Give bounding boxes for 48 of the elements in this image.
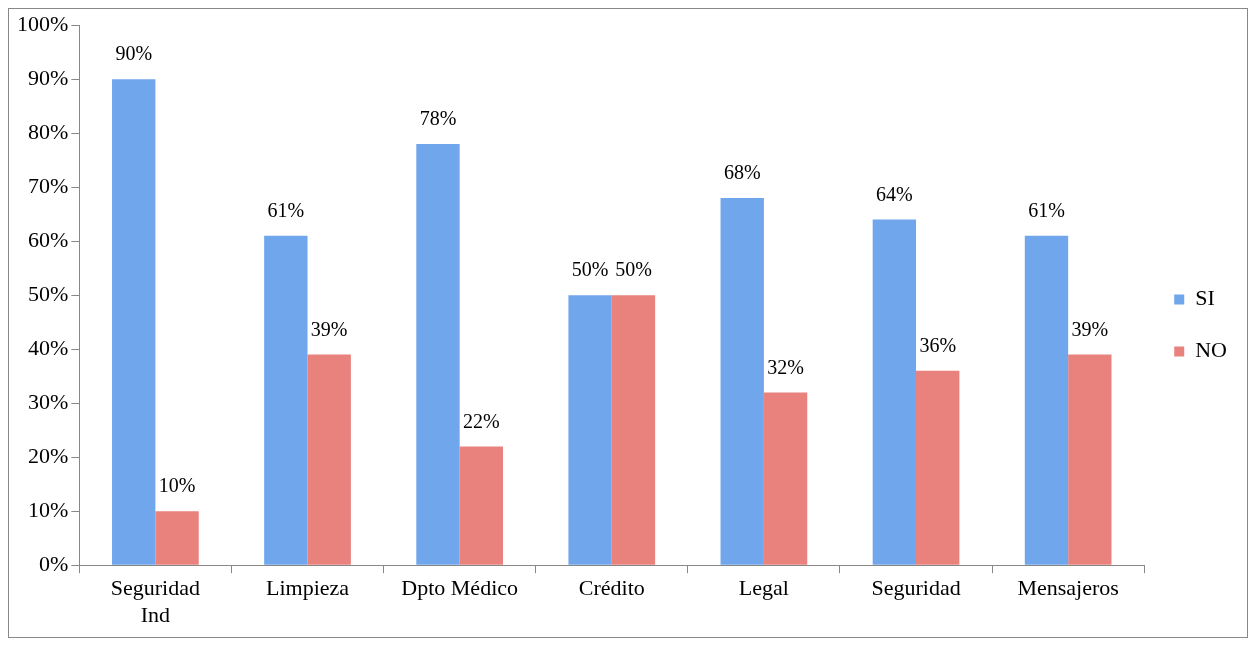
y-tick-label: 30%: [28, 388, 69, 414]
y-tick-label: 40%: [28, 334, 69, 360]
data-label: 50%: [615, 258, 652, 281]
data-label: 64%: [876, 182, 913, 205]
y-tick-label: 80%: [28, 118, 69, 144]
data-label: 39%: [1071, 317, 1109, 340]
bar: [763, 392, 808, 565]
y-tick-label: 60%: [28, 226, 69, 252]
bar: [264, 235, 308, 565]
legend-label: SI: [1195, 285, 1215, 311]
legend-label: NO: [1195, 337, 1228, 363]
bar: [416, 144, 460, 565]
data-label: 10%: [158, 474, 196, 497]
x-tick-label: Seguridad Ind: [110, 575, 200, 627]
bar: [1068, 354, 1112, 565]
bar: [112, 79, 156, 565]
y-tick-label: 70%: [28, 172, 69, 198]
bar: [872, 219, 917, 565]
data-label: 61%: [267, 199, 305, 222]
data-label: 61%: [1028, 199, 1065, 222]
y-tick-label: 0%: [39, 550, 69, 576]
data-label: 36%: [919, 334, 957, 357]
x-tick-label: Dpto Médico: [401, 575, 518, 601]
data-label: 68%: [723, 161, 761, 184]
data-label: 39%: [310, 317, 348, 340]
x-tick-label: Legal: [738, 575, 789, 601]
bar: [568, 295, 612, 565]
bar: [916, 370, 960, 565]
y-tick-label: 50%: [28, 280, 69, 306]
y-tick-label: 10%: [28, 496, 69, 522]
x-tick-label: Limpieza: [265, 575, 350, 601]
bar: [720, 198, 764, 565]
bar: [307, 354, 351, 565]
data-label: 22%: [462, 409, 500, 432]
bar: [611, 295, 656, 565]
data-label: 50%: [571, 258, 609, 281]
x-tick-label: Mensajeros: [1017, 575, 1119, 601]
bar: [155, 511, 199, 565]
data-label: 90%: [115, 42, 153, 65]
y-tick-label: 100%: [17, 10, 69, 36]
bar: [1024, 235, 1069, 565]
data-label: 78%: [419, 107, 457, 130]
bar: [459, 446, 503, 565]
x-tick-label: Seguridad: [871, 575, 961, 601]
y-tick-label: 90%: [28, 64, 69, 90]
x-tick-label: Crédito: [578, 575, 645, 601]
data-label: 32%: [767, 355, 804, 378]
y-tick-label: 20%: [28, 442, 69, 468]
